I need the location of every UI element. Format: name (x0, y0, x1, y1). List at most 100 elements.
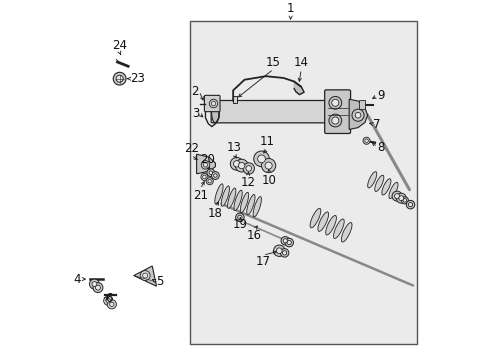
Circle shape (364, 139, 367, 143)
Text: 6: 6 (105, 292, 112, 306)
Circle shape (406, 201, 414, 209)
Text: 17: 17 (255, 255, 270, 268)
Text: 1: 1 (286, 2, 294, 15)
Bar (359, 100, 365, 109)
Circle shape (402, 199, 406, 202)
Circle shape (142, 273, 147, 278)
Ellipse shape (227, 188, 235, 208)
Circle shape (202, 175, 206, 179)
Circle shape (109, 302, 114, 306)
Circle shape (283, 239, 287, 243)
Bar (233, 96, 237, 103)
Text: 19: 19 (232, 218, 247, 231)
Circle shape (286, 240, 291, 245)
Circle shape (208, 171, 212, 175)
Ellipse shape (374, 175, 383, 192)
Circle shape (206, 177, 213, 185)
Text: 2: 2 (191, 85, 199, 98)
Circle shape (89, 279, 99, 289)
Circle shape (92, 282, 97, 287)
Circle shape (398, 196, 403, 201)
Polygon shape (294, 81, 304, 95)
Text: 20: 20 (200, 153, 214, 166)
Text: 8: 8 (377, 141, 384, 154)
Circle shape (280, 249, 288, 257)
Circle shape (207, 179, 211, 183)
Circle shape (211, 172, 219, 179)
Ellipse shape (211, 100, 219, 123)
Ellipse shape (333, 219, 344, 238)
Circle shape (331, 99, 338, 106)
Circle shape (253, 151, 269, 167)
Text: 10: 10 (262, 174, 276, 187)
Ellipse shape (388, 182, 397, 199)
Ellipse shape (214, 184, 223, 204)
Text: 7: 7 (372, 118, 380, 131)
Circle shape (140, 271, 150, 280)
Circle shape (401, 197, 407, 204)
Circle shape (261, 158, 275, 173)
Circle shape (245, 166, 251, 171)
FancyBboxPatch shape (204, 95, 220, 112)
Circle shape (203, 163, 207, 167)
Text: 3: 3 (191, 107, 199, 120)
Ellipse shape (317, 212, 328, 231)
Circle shape (396, 193, 406, 203)
Circle shape (362, 137, 369, 144)
Text: 21: 21 (192, 189, 207, 202)
Ellipse shape (341, 222, 351, 242)
Circle shape (407, 202, 412, 207)
Text: 16: 16 (246, 229, 262, 242)
Polygon shape (348, 99, 367, 129)
Circle shape (116, 75, 123, 82)
Circle shape (113, 72, 126, 85)
Circle shape (331, 117, 338, 124)
Circle shape (282, 251, 286, 255)
Text: 13: 13 (226, 140, 241, 153)
Text: 9: 9 (377, 89, 384, 102)
Ellipse shape (381, 179, 390, 195)
Circle shape (230, 157, 243, 170)
Text: 11: 11 (260, 135, 274, 148)
Circle shape (211, 102, 215, 105)
Circle shape (235, 213, 244, 222)
Ellipse shape (233, 190, 242, 211)
Circle shape (201, 174, 207, 180)
Text: 18: 18 (207, 207, 223, 220)
Circle shape (201, 161, 209, 169)
Circle shape (107, 300, 116, 309)
Circle shape (233, 161, 240, 167)
Circle shape (95, 285, 100, 290)
Circle shape (281, 237, 289, 245)
Text: 22: 22 (183, 142, 199, 155)
Ellipse shape (309, 208, 320, 228)
Text: 4: 4 (74, 273, 81, 285)
Circle shape (93, 283, 103, 293)
Ellipse shape (367, 172, 376, 188)
Ellipse shape (253, 197, 261, 217)
Polygon shape (134, 266, 156, 286)
Text: 15: 15 (265, 56, 281, 69)
Circle shape (257, 155, 265, 163)
Text: 24: 24 (112, 39, 127, 52)
Text: 12: 12 (240, 176, 255, 189)
Circle shape (264, 162, 272, 169)
Text: 5: 5 (156, 275, 163, 288)
Bar (189, 21, 416, 344)
Text: 23: 23 (130, 72, 145, 85)
Polygon shape (196, 154, 215, 174)
Circle shape (273, 245, 285, 256)
Circle shape (238, 162, 244, 169)
Circle shape (328, 96, 341, 109)
Circle shape (351, 109, 363, 121)
Circle shape (106, 299, 110, 303)
Circle shape (243, 163, 254, 174)
Circle shape (394, 194, 399, 199)
Circle shape (103, 296, 113, 305)
Ellipse shape (221, 186, 229, 206)
Circle shape (285, 238, 293, 247)
Circle shape (328, 114, 341, 127)
Circle shape (237, 215, 242, 220)
Circle shape (354, 112, 360, 118)
Text: 14: 14 (293, 56, 308, 69)
